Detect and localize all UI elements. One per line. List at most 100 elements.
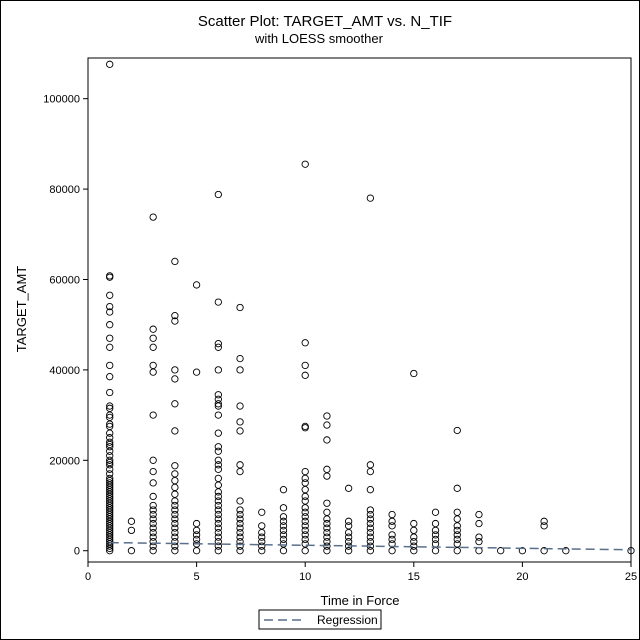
data-point xyxy=(236,542,244,550)
data-point xyxy=(149,467,157,476)
data-point xyxy=(192,547,201,555)
data-point xyxy=(366,486,375,494)
data-point xyxy=(149,479,157,487)
data-point xyxy=(323,528,331,537)
data-point xyxy=(149,524,157,532)
data-point xyxy=(453,426,461,435)
data-point xyxy=(214,190,222,199)
data-point xyxy=(301,492,309,501)
data-point xyxy=(366,467,375,476)
data-point xyxy=(214,343,222,351)
data-point xyxy=(127,526,136,535)
data-point xyxy=(301,531,309,539)
regression-line xyxy=(109,541,632,551)
data-point xyxy=(453,540,461,548)
data-point xyxy=(106,273,114,281)
data-point xyxy=(171,400,179,408)
data-point xyxy=(106,420,114,428)
data-point xyxy=(149,361,157,370)
x-tick-label: 0 xyxy=(85,571,91,583)
data-point xyxy=(301,339,309,347)
data-point xyxy=(214,461,222,469)
data-point xyxy=(301,504,309,512)
x-axis: 0 5 10 15 20 25 xyxy=(85,562,637,583)
data-point xyxy=(214,497,222,505)
data-point xyxy=(214,298,222,306)
data-point xyxy=(453,508,461,516)
data-point xyxy=(279,486,288,494)
data-point xyxy=(301,508,309,516)
data-point xyxy=(171,490,179,498)
data-point xyxy=(323,524,331,532)
data-point xyxy=(366,510,375,519)
data-point xyxy=(214,515,222,523)
data-point xyxy=(106,321,114,329)
data-point xyxy=(366,515,375,523)
data-point xyxy=(366,538,375,546)
data-point xyxy=(171,501,179,510)
data-point xyxy=(214,465,222,473)
data-point xyxy=(214,519,222,528)
data-point xyxy=(171,476,179,485)
data-point xyxy=(214,506,222,514)
data-point xyxy=(149,533,157,541)
data-point xyxy=(171,462,179,470)
data-point xyxy=(149,515,157,523)
data-point xyxy=(453,484,461,492)
data-point xyxy=(258,528,266,537)
data-point xyxy=(323,465,331,473)
data-point xyxy=(236,467,244,476)
data-point xyxy=(453,531,461,539)
y-axis: 0 20000 40000 60000 80000 100000 xyxy=(43,94,88,558)
data-point xyxy=(323,412,331,420)
data-point xyxy=(540,522,548,530)
data-point xyxy=(149,411,157,419)
data-point xyxy=(149,334,157,342)
data-point xyxy=(149,325,157,333)
data-point xyxy=(149,510,157,519)
data-point xyxy=(410,526,418,535)
data-point xyxy=(323,421,331,429)
data-point xyxy=(214,366,222,374)
data-point xyxy=(453,526,461,535)
data-point xyxy=(149,368,157,376)
data-point xyxy=(540,517,548,525)
y-tick-label: 40000 xyxy=(49,365,80,377)
data-point xyxy=(149,538,157,546)
data-point xyxy=(214,488,222,496)
legend: Regression xyxy=(258,609,382,630)
data-point xyxy=(431,508,440,516)
data-point xyxy=(149,528,157,537)
data-point xyxy=(171,366,179,374)
data-point xyxy=(431,540,440,548)
data-point xyxy=(171,483,179,492)
data-point xyxy=(301,497,309,505)
data-point xyxy=(171,317,179,325)
data-point xyxy=(214,524,222,532)
y-tick-label: 0 xyxy=(74,546,80,558)
data-point xyxy=(388,531,396,539)
data-point xyxy=(171,427,179,435)
data-point xyxy=(431,547,440,555)
data-point xyxy=(279,526,288,535)
data-point xyxy=(214,528,222,537)
data-point xyxy=(431,535,440,544)
data-point xyxy=(301,535,309,544)
data-point xyxy=(236,418,244,426)
data-point xyxy=(410,547,418,555)
data-point xyxy=(301,361,309,370)
data-point xyxy=(475,519,483,528)
data-point xyxy=(236,497,244,505)
data-point xyxy=(214,443,222,451)
data-point xyxy=(344,538,353,546)
data-point xyxy=(388,510,396,519)
data-point xyxy=(562,547,570,555)
data-point xyxy=(431,526,440,535)
y-axis-label: TARGET_AMT xyxy=(14,266,29,352)
data-point xyxy=(366,461,375,469)
data-point xyxy=(171,312,179,320)
data-point xyxy=(475,538,483,546)
data-point xyxy=(106,461,114,469)
